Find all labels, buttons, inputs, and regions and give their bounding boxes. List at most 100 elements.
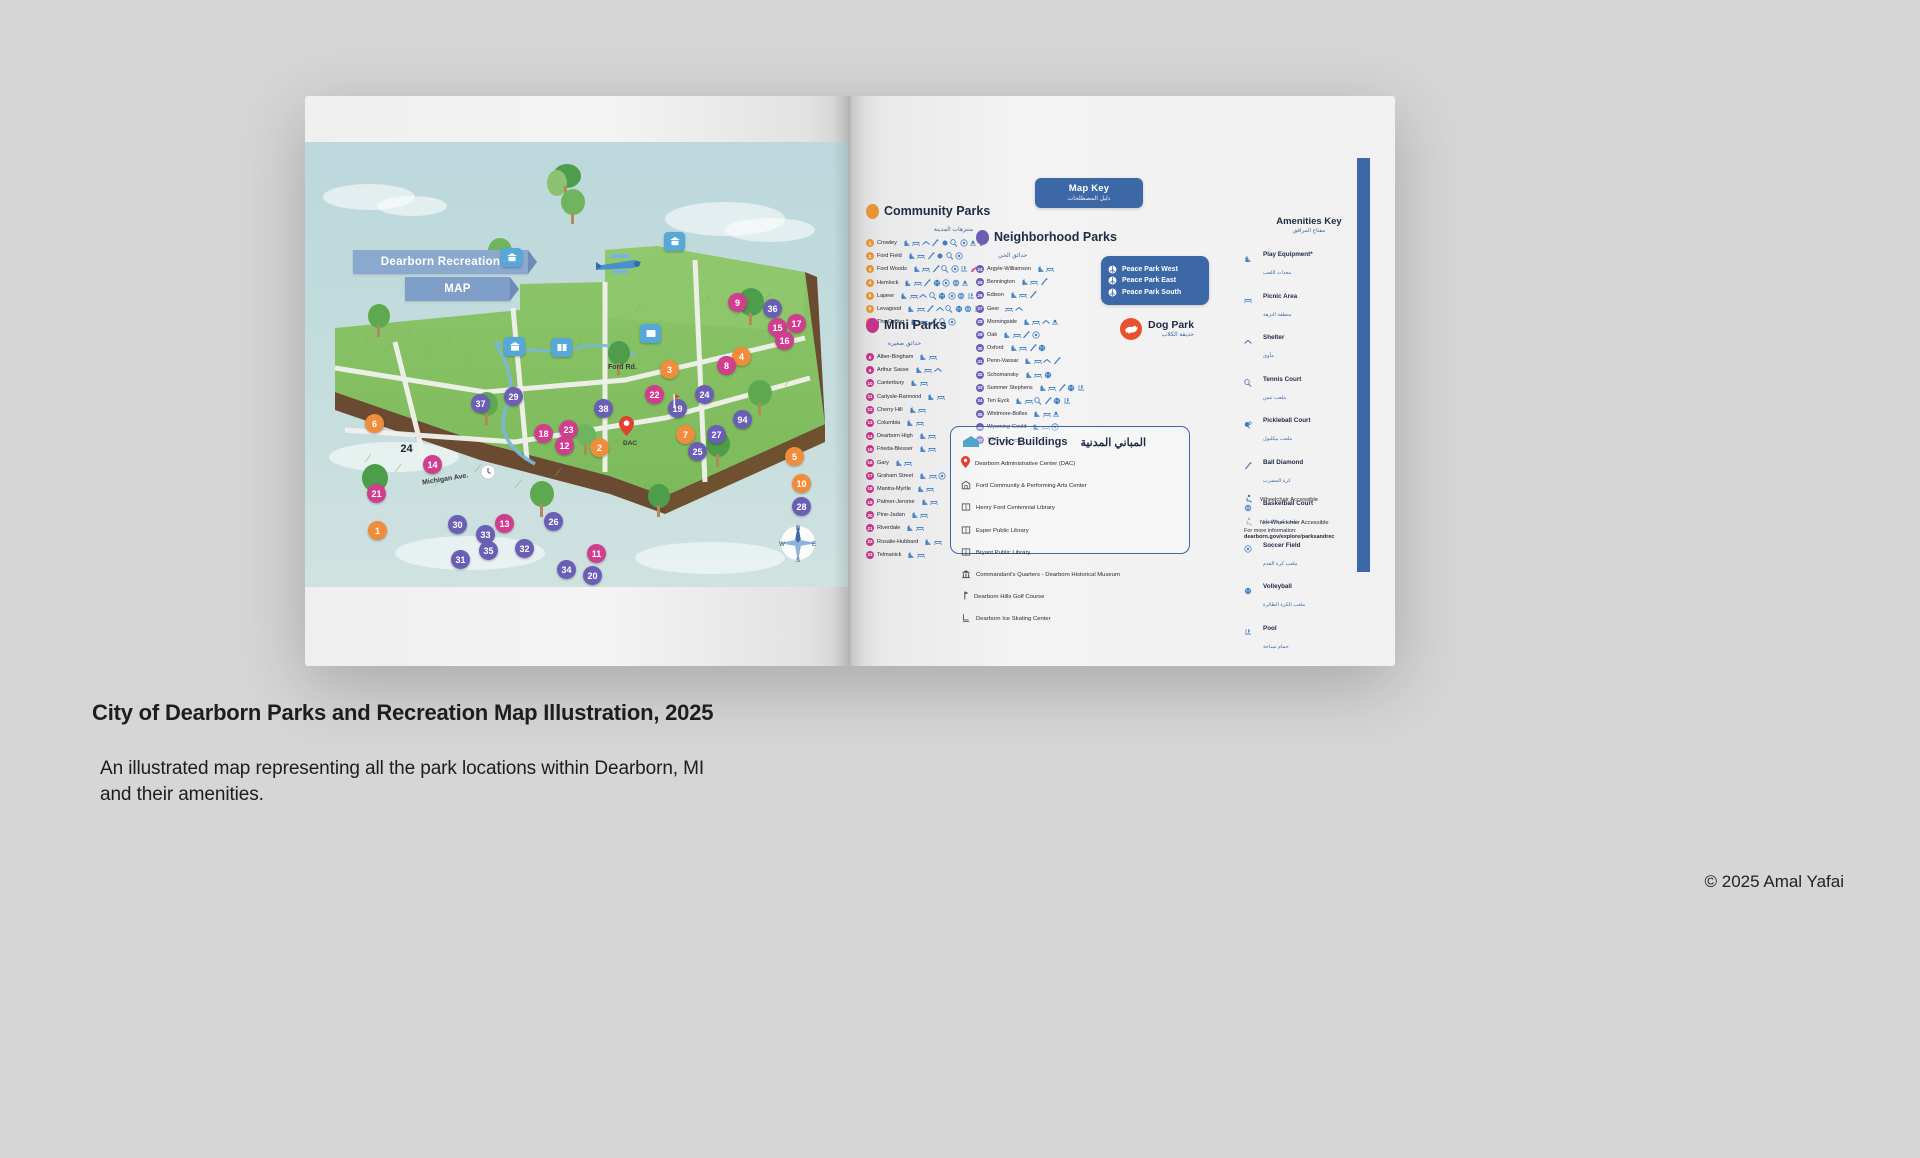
list-item[interactable]: 20 Pine-Jadan — [866, 511, 1041, 520]
peace-park-item[interactable]: Peace Park East — [1108, 276, 1202, 285]
map-pin[interactable]: 26 — [544, 512, 563, 531]
map-pin[interactable]: 7 — [676, 425, 695, 444]
civic-building-item[interactable]: Dearborn Hills Golf Course — [961, 588, 1179, 606]
list-item[interactable]: 5 Lapeer — [866, 291, 1041, 300]
list-item[interactable]: 37 York — [976, 436, 1176, 445]
map-pin[interactable]: 20 — [583, 566, 602, 585]
map-pin[interactable]: 8 — [717, 356, 736, 375]
map-pin[interactable]: 30 — [448, 515, 467, 534]
list-item[interactable]: 15 Frieda-Blesser — [866, 445, 1041, 454]
list-item[interactable]: 30 Oxford — [976, 344, 1176, 353]
list-item[interactable]: 26 Edison — [976, 291, 1176, 300]
list-item[interactable]: 3 Ford Woods — [866, 265, 1041, 274]
map-pin[interactable]: 19 — [668, 399, 687, 418]
civic-building-label: Dearborn Ice Skating Center — [976, 616, 1051, 623]
park-amenity-icons — [1010, 344, 1047, 352]
map-pin[interactable]: 31 — [451, 550, 470, 569]
list-item[interactable]: 10 Canterbury — [866, 379, 1041, 388]
map-pin[interactable]: 29 — [504, 387, 523, 406]
list-item[interactable]: 2 Ford Field — [866, 252, 1041, 261]
list-item[interactable]: 34 Ten Eyck — [976, 396, 1176, 405]
list-item[interactable]: 16 Gary — [866, 458, 1041, 467]
map-pin[interactable]: 38 — [594, 399, 613, 418]
civic-marker-north[interactable] — [664, 232, 685, 251]
map-pin[interactable]: 35 — [479, 541, 498, 560]
list-item[interactable]: 33 Summer Stephens — [976, 383, 1176, 392]
map-pin[interactable]: 22 — [645, 385, 664, 404]
map-pin[interactable]: 4 — [732, 347, 751, 366]
map-pin[interactable]: 9 — [728, 293, 747, 312]
civic-marker-building[interactable] — [501, 248, 522, 267]
civic-marker-library[interactable] — [551, 338, 572, 357]
play-icon — [1004, 436, 1012, 444]
map-pin[interactable]: 16 — [775, 331, 794, 350]
map-pin[interactable]: 36 — [763, 299, 782, 318]
map-pin[interactable]: 37 — [471, 394, 490, 413]
map-pin[interactable]: 17 — [787, 314, 806, 333]
amenity-label-ar: ملعب بيكلبول — [1263, 436, 1293, 442]
map-pin[interactable]: 24 — [400, 442, 413, 455]
list-item[interactable]: 27 Geer — [976, 304, 1176, 313]
list-item[interactable]: 29 Oak — [976, 330, 1176, 339]
dac-map-marker-icon[interactable] — [619, 416, 634, 436]
list-item[interactable]: 32 Schomansky — [976, 370, 1176, 379]
map-pin[interactable]: 25 — [688, 442, 707, 461]
peace-park-item[interactable]: Peace Park West — [1108, 265, 1202, 274]
peace-park-item[interactable]: Peace Park South — [1108, 288, 1202, 297]
list-item[interactable]: 8 Alber-Bingham — [866, 353, 1041, 361]
map-pin[interactable]: 28 — [792, 497, 811, 516]
list-item[interactable]: 14 Dearborn High — [866, 432, 1041, 441]
map-pin[interactable]: 24 — [695, 385, 714, 404]
list-item[interactable]: 23 Telmanick — [866, 550, 1041, 559]
map-pin[interactable]: 23 — [559, 420, 578, 439]
list-item[interactable]: 4 Hemlock — [866, 278, 1041, 287]
map-pin[interactable]: 10 — [792, 474, 811, 493]
civic-building-item[interactable]: Henry Ford Centennial Library — [961, 499, 1179, 517]
map-pin[interactable]: 94 — [733, 410, 752, 429]
list-item[interactable]: 35 Whitmore-Bolles — [976, 410, 1176, 419]
list-item[interactable]: 28 Morningside — [976, 317, 1176, 326]
map-pin[interactable]: 3 — [660, 360, 679, 379]
list-item[interactable]: 22 Rosalie-Hubbard — [866, 537, 1041, 546]
map-pin[interactable]: 6 — [365, 414, 384, 433]
golf-map-marker-icon[interactable] — [668, 392, 681, 410]
list-item[interactable]: 18 Mantra-Myrtle — [866, 484, 1041, 493]
list-item[interactable]: 1 Crowley — [866, 239, 1041, 247]
map-pin[interactable]: 11 — [587, 544, 606, 563]
list-item[interactable]: 17 Graham Street — [866, 471, 1041, 480]
list-item[interactable]: 13 Columbia — [866, 418, 1041, 427]
map-pin[interactable]: 32 — [515, 539, 534, 558]
civic-building-item[interactable]: Dearborn Ice Skating Center — [961, 610, 1179, 628]
library-icon — [961, 544, 971, 562]
list-item[interactable]: 11 Carlysle-Rarmond — [866, 392, 1041, 401]
list-item[interactable]: 9 Arthur Sasse — [866, 366, 1041, 375]
map-pin[interactable]: 1 — [368, 521, 387, 540]
list-item[interactable]: 12 Cherry Hill — [866, 405, 1041, 414]
map-pin[interactable]: 34 — [557, 560, 576, 579]
list-item[interactable]: 25 Bennington — [976, 278, 1176, 287]
civic-building-item[interactable]: Dearborn Administrative Center (DAC) — [961, 455, 1179, 473]
civic-building-item[interactable]: Ford Community & Performing Arts Center — [961, 477, 1179, 495]
civic-marker-museum[interactable] — [504, 337, 525, 356]
list-item[interactable]: 21 Riverdale — [866, 524, 1041, 533]
list-item[interactable]: 19 Palmer-Jerome — [866, 498, 1041, 507]
map-pin[interactable]: 13 — [495, 514, 514, 533]
more-info-url[interactable]: dearborn.gov/explore/parksandrec — [1244, 534, 1335, 540]
map-pin[interactable]: 18 — [534, 424, 553, 443]
civic-marker-theatre[interactable] — [640, 324, 661, 343]
amenity-label-en: Pickleball Court — [1263, 417, 1311, 424]
map-pin[interactable]: 21 — [367, 484, 386, 503]
map-pin[interactable]: 33 — [476, 525, 495, 544]
map-pin[interactable]: 2 — [590, 438, 609, 457]
civic-building-item[interactable]: Esper Public Library — [961, 522, 1179, 540]
list-item[interactable]: 24 Argyle-Williamson — [976, 265, 1176, 273]
play-icon — [903, 239, 911, 247]
map-pin[interactable]: 12 — [555, 436, 574, 455]
list-item[interactable]: 6 Levagood — [866, 304, 1041, 313]
map-pin[interactable]: 14 — [423, 455, 442, 474]
civic-building-item[interactable]: Bryant Public Library — [961, 544, 1179, 562]
map-pin[interactable]: 27 — [707, 425, 726, 444]
list-item[interactable]: 31 Penn-Vassar — [976, 357, 1176, 366]
map-pin[interactable]: 5 — [785, 447, 804, 466]
civic-building-item[interactable]: Commandant's Quarters - Dearborn Histori… — [961, 566, 1179, 584]
